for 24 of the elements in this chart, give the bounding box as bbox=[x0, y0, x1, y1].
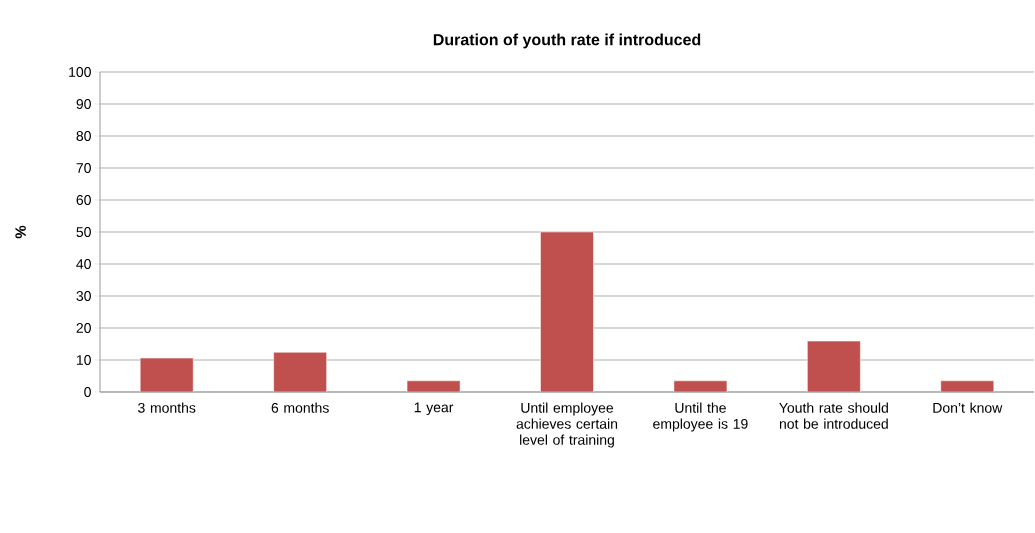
x-tick-label: Until the employee is 19 bbox=[653, 402, 748, 432]
chart-title: Duration of youth rate if introduced bbox=[433, 33, 701, 49]
bar bbox=[139, 357, 194, 392]
x-tick-label: 1 year bbox=[414, 402, 454, 416]
y-tick-label: 30 bbox=[76, 291, 91, 301]
y-tick-label: 40 bbox=[76, 259, 91, 269]
y-tick-label: 70 bbox=[76, 163, 91, 173]
y-tick-label: 20 bbox=[76, 323, 91, 333]
x-tick-label: Youth rate should not be introduced bbox=[779, 402, 888, 429]
y-tick-label: 60 bbox=[76, 195, 91, 205]
bar bbox=[807, 340, 861, 392]
bar bbox=[273, 352, 327, 392]
x-tick-label: 6 months bbox=[271, 402, 329, 413]
y-tick-label: 50 bbox=[76, 227, 91, 237]
bar bbox=[540, 231, 594, 392]
x-tick-label: Until employee achieves certain level of training bbox=[516, 402, 618, 448]
x-tick-label: Don’t know bbox=[933, 402, 1003, 413]
y-tick-label: 100 bbox=[69, 67, 91, 77]
y-axis-title: % bbox=[15, 225, 26, 239]
y-tick-label: 0 bbox=[84, 387, 91, 397]
y-tick-label: 80 bbox=[76, 131, 91, 141]
x-tick-label: 3 months bbox=[138, 402, 196, 413]
y-tick-label: 90 bbox=[76, 99, 91, 109]
y-tick-label: 10 bbox=[76, 355, 91, 365]
